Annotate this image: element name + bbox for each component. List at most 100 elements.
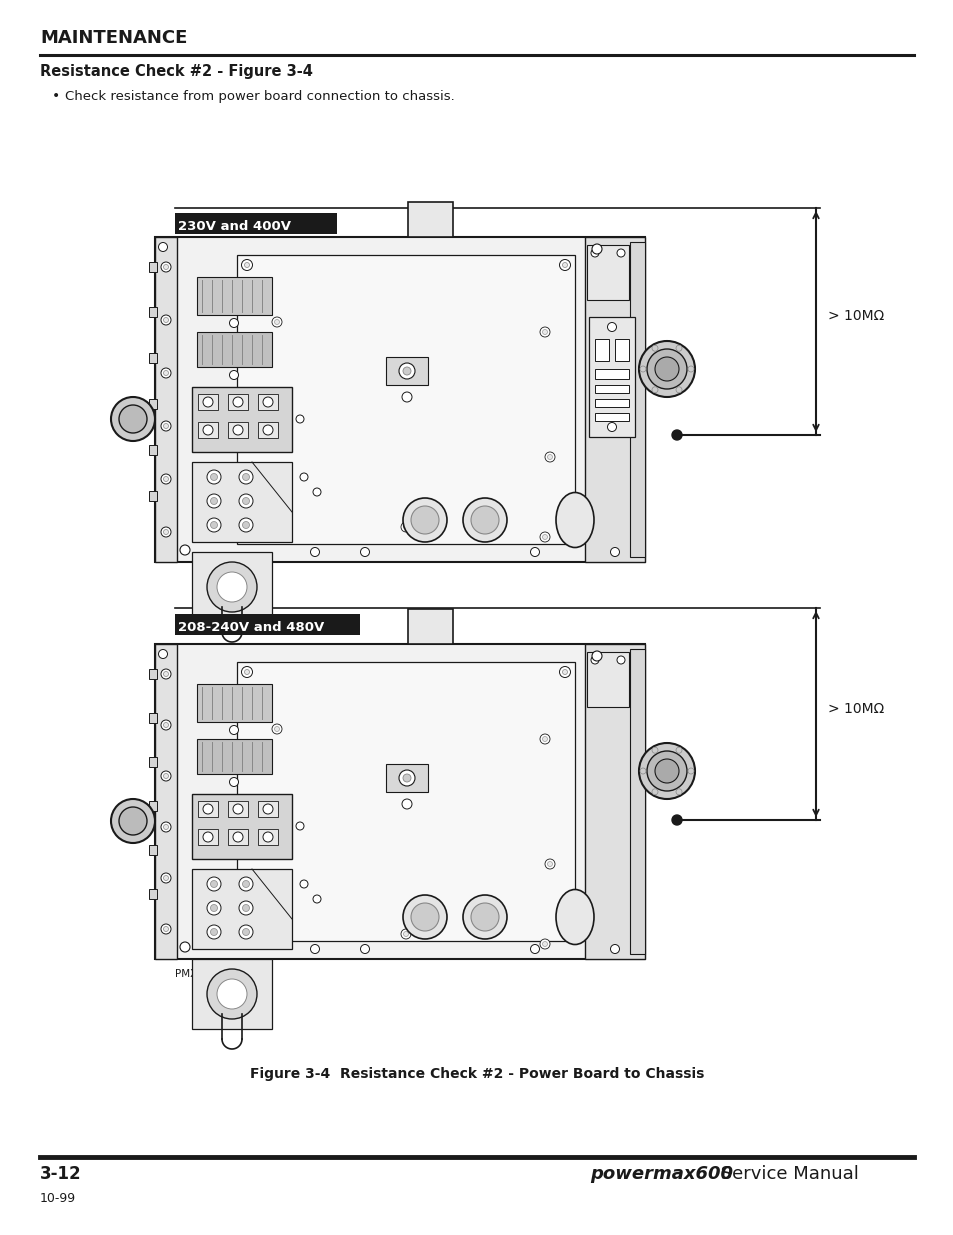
Bar <box>595 338 608 361</box>
Circle shape <box>262 432 272 442</box>
Bar <box>236 662 575 941</box>
Circle shape <box>610 547 618 557</box>
Bar <box>257 829 277 845</box>
Circle shape <box>233 804 243 814</box>
Circle shape <box>211 473 217 480</box>
Circle shape <box>264 435 269 440</box>
Circle shape <box>241 667 253 678</box>
Circle shape <box>263 832 273 842</box>
Circle shape <box>111 396 154 441</box>
Circle shape <box>207 517 221 532</box>
Circle shape <box>402 498 447 542</box>
Circle shape <box>360 547 369 557</box>
Circle shape <box>207 471 221 484</box>
Circle shape <box>610 945 618 953</box>
Bar <box>149 492 157 501</box>
Bar <box>192 960 272 1029</box>
Text: MAINTENANCE: MAINTENANCE <box>40 28 187 47</box>
Circle shape <box>111 799 154 844</box>
Circle shape <box>539 734 550 743</box>
Circle shape <box>562 263 567 268</box>
Circle shape <box>400 522 411 532</box>
Text: Figure 3-4  Resistance Check #2 - Power Board to Chassis: Figure 3-4 Resistance Check #2 - Power B… <box>250 1067 703 1081</box>
Bar <box>174 212 336 233</box>
Circle shape <box>310 547 319 557</box>
Circle shape <box>401 799 412 809</box>
Circle shape <box>241 529 253 540</box>
Bar <box>196 332 272 367</box>
Circle shape <box>676 747 681 753</box>
Circle shape <box>562 929 567 934</box>
Circle shape <box>203 832 213 842</box>
Bar <box>629 242 644 557</box>
Circle shape <box>211 881 217 888</box>
Circle shape <box>244 929 250 934</box>
Circle shape <box>230 370 238 379</box>
Circle shape <box>242 521 250 529</box>
Bar <box>149 262 157 272</box>
Circle shape <box>558 667 570 678</box>
Bar <box>192 794 292 860</box>
Bar <box>198 422 218 438</box>
Circle shape <box>544 860 555 869</box>
Circle shape <box>617 249 624 257</box>
Circle shape <box>471 506 498 534</box>
Circle shape <box>242 498 250 505</box>
Circle shape <box>163 370 169 375</box>
Circle shape <box>411 506 438 534</box>
Circle shape <box>163 477 169 482</box>
Circle shape <box>203 396 213 408</box>
Circle shape <box>211 521 217 529</box>
Circle shape <box>207 902 221 915</box>
Text: Resistance Check #2 - Figure 3-4: Resistance Check #2 - Figure 3-4 <box>40 64 313 79</box>
Bar <box>149 889 157 899</box>
Circle shape <box>119 405 147 433</box>
Bar <box>198 394 218 410</box>
Circle shape <box>274 320 279 325</box>
Circle shape <box>203 425 213 435</box>
Circle shape <box>274 726 279 731</box>
Circle shape <box>360 945 369 953</box>
Bar <box>588 317 635 437</box>
Circle shape <box>402 367 411 375</box>
Circle shape <box>211 929 217 935</box>
Circle shape <box>542 736 547 741</box>
Circle shape <box>263 804 273 814</box>
Circle shape <box>230 725 238 735</box>
Circle shape <box>161 669 171 679</box>
Circle shape <box>539 327 550 337</box>
Circle shape <box>401 391 412 403</box>
Bar <box>149 399 157 409</box>
Circle shape <box>244 669 250 674</box>
Bar <box>198 829 218 845</box>
Circle shape <box>558 259 570 270</box>
Bar <box>586 652 628 706</box>
Circle shape <box>295 823 304 830</box>
Circle shape <box>163 424 169 429</box>
Circle shape <box>676 387 681 393</box>
Bar <box>149 802 157 811</box>
Circle shape <box>272 724 282 734</box>
Circle shape <box>239 471 253 484</box>
Circle shape <box>230 778 238 787</box>
Circle shape <box>207 877 221 890</box>
Circle shape <box>211 904 217 911</box>
Circle shape <box>558 529 570 540</box>
Bar <box>149 713 157 722</box>
Circle shape <box>655 357 679 382</box>
Bar <box>192 552 272 622</box>
Circle shape <box>161 771 171 781</box>
Circle shape <box>244 531 250 536</box>
Circle shape <box>651 747 658 753</box>
Circle shape <box>639 341 695 396</box>
Circle shape <box>163 264 169 269</box>
Circle shape <box>398 363 415 379</box>
Circle shape <box>211 498 217 505</box>
Circle shape <box>655 760 679 783</box>
Circle shape <box>163 317 169 322</box>
Bar <box>192 387 292 452</box>
Circle shape <box>163 926 169 931</box>
Bar <box>595 412 628 421</box>
Bar <box>196 277 272 315</box>
Bar <box>174 614 359 635</box>
